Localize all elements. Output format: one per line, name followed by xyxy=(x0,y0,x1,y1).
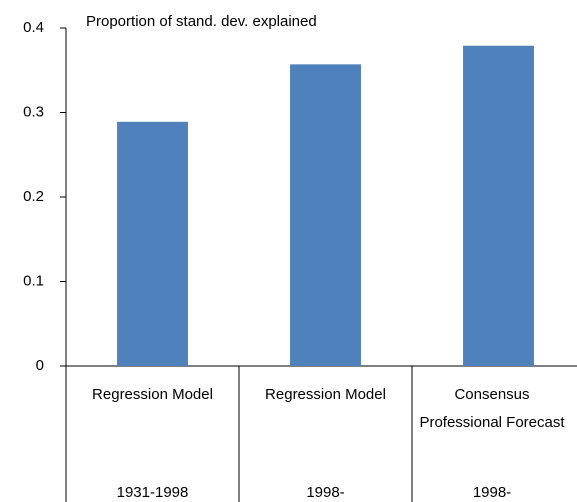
bar xyxy=(290,64,361,367)
y-tick-label: 0.4 xyxy=(23,19,44,36)
x-tick-label: Consensus Professional Forecast xyxy=(419,386,565,431)
period-label: 1931-1998 xyxy=(116,484,189,501)
annotation: Proportion of stand. dev. explained xyxy=(86,13,317,30)
bar xyxy=(117,121,188,366)
x-tick-label: Regression Model xyxy=(92,386,213,403)
x-tick-label: Regression Model xyxy=(265,386,386,403)
y-tick-label: 0.2 xyxy=(23,188,44,205)
y-tick-label: 0.1 xyxy=(23,272,44,289)
y-tick-label: 0 xyxy=(36,357,44,374)
period-label: 1998- xyxy=(306,484,345,501)
bar xyxy=(463,45,534,367)
y-tick-label: 0.3 xyxy=(23,103,44,120)
period-label: 1998- xyxy=(472,484,512,501)
